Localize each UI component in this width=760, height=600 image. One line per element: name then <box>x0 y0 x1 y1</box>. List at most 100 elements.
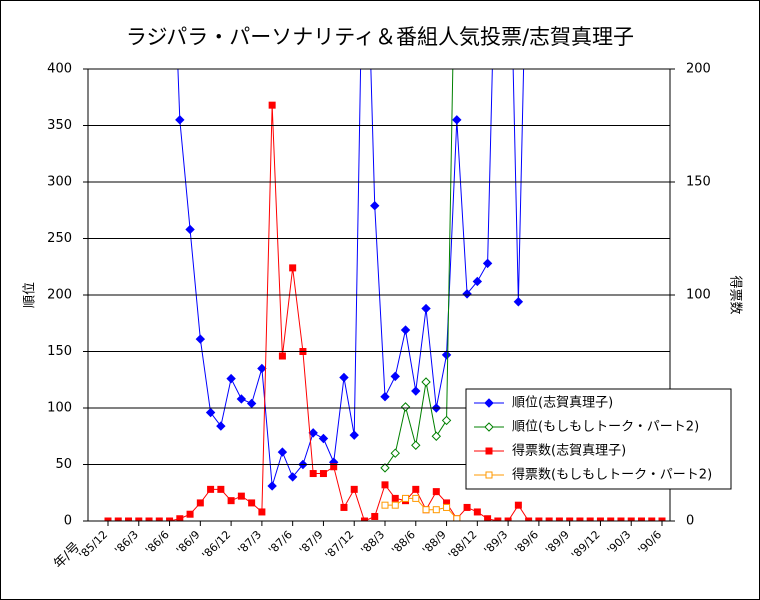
data-point <box>246 398 257 409</box>
chart-title: ラジパラ・パーソナリティ＆番組人気投票/志賀真理子 <box>126 25 634 49</box>
data-point <box>277 447 288 457</box>
legend-label: 得票数(志賀真理子) <box>512 443 626 459</box>
data-point <box>432 506 440 514</box>
data-point <box>319 470 327 478</box>
y-tick-label: 350 <box>47 118 72 133</box>
data-point <box>371 512 379 520</box>
data-point <box>207 485 215 493</box>
data-point <box>135 517 143 521</box>
y-tick-label: 50 <box>55 457 72 472</box>
data-point <box>463 503 471 511</box>
data-point <box>400 402 411 412</box>
data-point <box>370 201 380 211</box>
data-point <box>226 373 236 384</box>
data-point <box>390 448 400 458</box>
data-point <box>287 472 298 482</box>
data-point <box>380 391 390 402</box>
data-point <box>494 517 502 521</box>
data-point <box>412 494 420 502</box>
data-point <box>381 501 389 509</box>
data-point <box>452 115 462 125</box>
data-point <box>175 115 185 125</box>
data-point <box>412 485 420 493</box>
data-point <box>391 494 399 502</box>
data-point <box>525 517 533 521</box>
data-point <box>545 517 553 521</box>
data-point <box>217 485 225 493</box>
data-point <box>400 325 411 335</box>
data-point <box>607 517 615 521</box>
legend-marker <box>485 471 493 479</box>
y-axis-label: 順位 <box>23 282 38 308</box>
legend-box <box>465 388 732 490</box>
data-point <box>484 515 492 521</box>
data-point <box>411 440 421 450</box>
y2-tick-label: 100 <box>686 288 711 303</box>
data-point <box>422 506 430 514</box>
data-point <box>205 407 216 418</box>
data-point <box>514 501 522 509</box>
data-point <box>278 352 286 360</box>
y-tick-label: 100 <box>47 401 72 416</box>
data-point <box>411 386 421 396</box>
data-point <box>441 415 452 426</box>
data-point <box>227 497 235 505</box>
data-point <box>350 485 358 493</box>
legend-marker <box>484 398 494 408</box>
data-point <box>472 276 483 287</box>
data-point <box>421 303 431 314</box>
data-point <box>257 363 267 374</box>
y2-tick-label: 200 <box>686 62 711 77</box>
data-point <box>504 517 512 521</box>
data-point <box>236 394 247 404</box>
legend-label: 順位(志賀真理子) <box>512 396 613 411</box>
data-point <box>258 508 266 516</box>
data-point <box>627 517 635 521</box>
data-point <box>339 372 349 383</box>
data-point <box>576 517 584 521</box>
data-point <box>555 517 563 521</box>
data-point <box>104 517 112 521</box>
data-point <box>309 470 317 478</box>
data-point <box>114 517 122 521</box>
data-point <box>186 510 194 518</box>
y-tick-label: 250 <box>47 231 72 246</box>
data-point <box>658 517 666 521</box>
data-point <box>513 297 524 307</box>
y-tick-label: 200 <box>47 288 72 303</box>
data-point <box>648 517 656 521</box>
y-tick-label: 400 <box>47 62 72 77</box>
data-point <box>482 258 493 269</box>
legend-label: 順位(もしもしトーク・パート2) <box>512 420 699 435</box>
data-point <box>145 517 153 521</box>
data-point <box>267 481 277 491</box>
legend-marker <box>485 447 493 455</box>
data-point <box>586 517 594 521</box>
data-point <box>443 503 451 511</box>
y-tick-label: 0 <box>64 514 72 529</box>
data-point <box>125 517 133 521</box>
data-point <box>248 499 256 507</box>
y2-tick-label: 150 <box>686 175 711 190</box>
data-point <box>391 501 399 509</box>
y2-tick-label: 0 <box>686 514 694 529</box>
data-point <box>166 517 174 521</box>
y-tick-label: 300 <box>47 175 72 190</box>
data-point <box>431 431 442 441</box>
legend-label: 得票数(もしもしトーク・パート2) <box>512 467 712 483</box>
data-point <box>349 430 359 440</box>
data-point <box>390 371 400 382</box>
data-point <box>637 517 645 521</box>
y-tick-label: 150 <box>47 344 72 359</box>
data-point <box>566 517 574 521</box>
data-point <box>421 377 431 387</box>
data-point <box>360 517 368 521</box>
data-point <box>308 428 318 438</box>
data-point <box>535 517 543 521</box>
data-point <box>596 517 604 521</box>
data-point <box>289 264 297 272</box>
data-point <box>195 334 206 344</box>
data-point <box>473 508 481 516</box>
data-point <box>462 289 472 299</box>
